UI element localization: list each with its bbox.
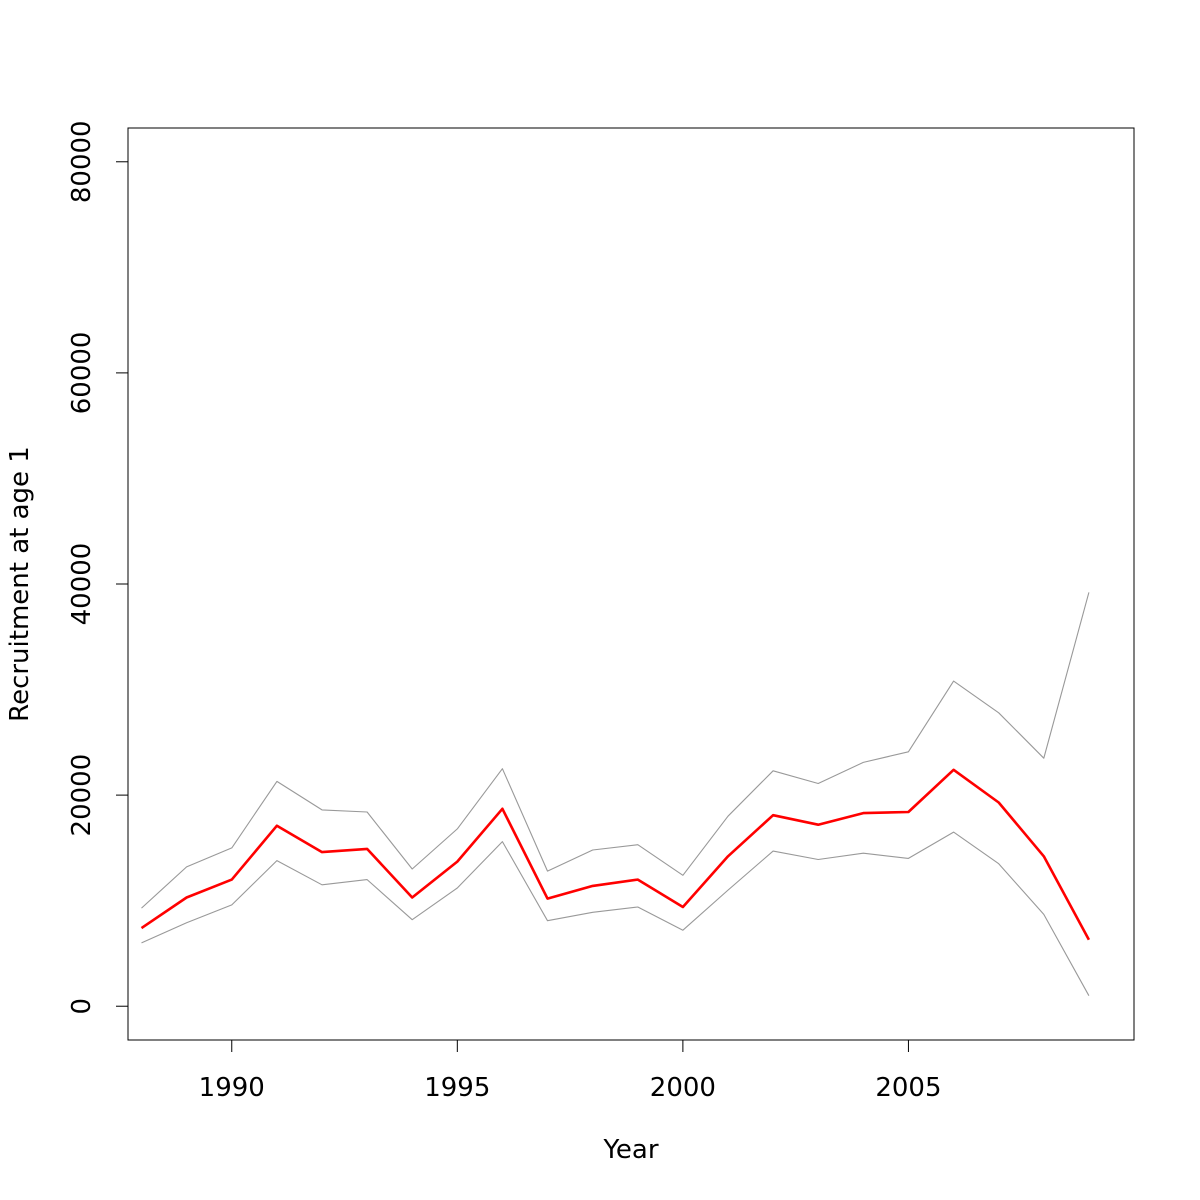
- plot-box: [127, 127, 1135, 1041]
- series-layer: [140, 592, 1091, 996]
- x-tick-label: 1995: [424, 1073, 490, 1103]
- x-axis-title: Year: [602, 1135, 658, 1165]
- y-axis: 0 20000 40000 60000 80000: [67, 120, 129, 1015]
- y-tick-label: 20000: [67, 754, 97, 837]
- y-tick-label: 60000: [67, 332, 97, 415]
- x-tick-label: 1990: [199, 1073, 265, 1103]
- x-tick-label: 2000: [650, 1073, 716, 1103]
- estimate-line: [140, 768, 1091, 941]
- y-axis-title: Recruitment at age 1: [5, 446, 35, 722]
- y-tick-label: 40000: [67, 543, 97, 626]
- y-tick-label: 80000: [67, 120, 97, 203]
- upper-bound-line: [141, 592, 1090, 909]
- lower-bound-line: [141, 831, 1090, 996]
- y-tick-label: 0: [67, 998, 97, 1015]
- x-axis: 1990 1995 2000 2005: [199, 1039, 942, 1103]
- x-tick-label: 2005: [875, 1073, 941, 1103]
